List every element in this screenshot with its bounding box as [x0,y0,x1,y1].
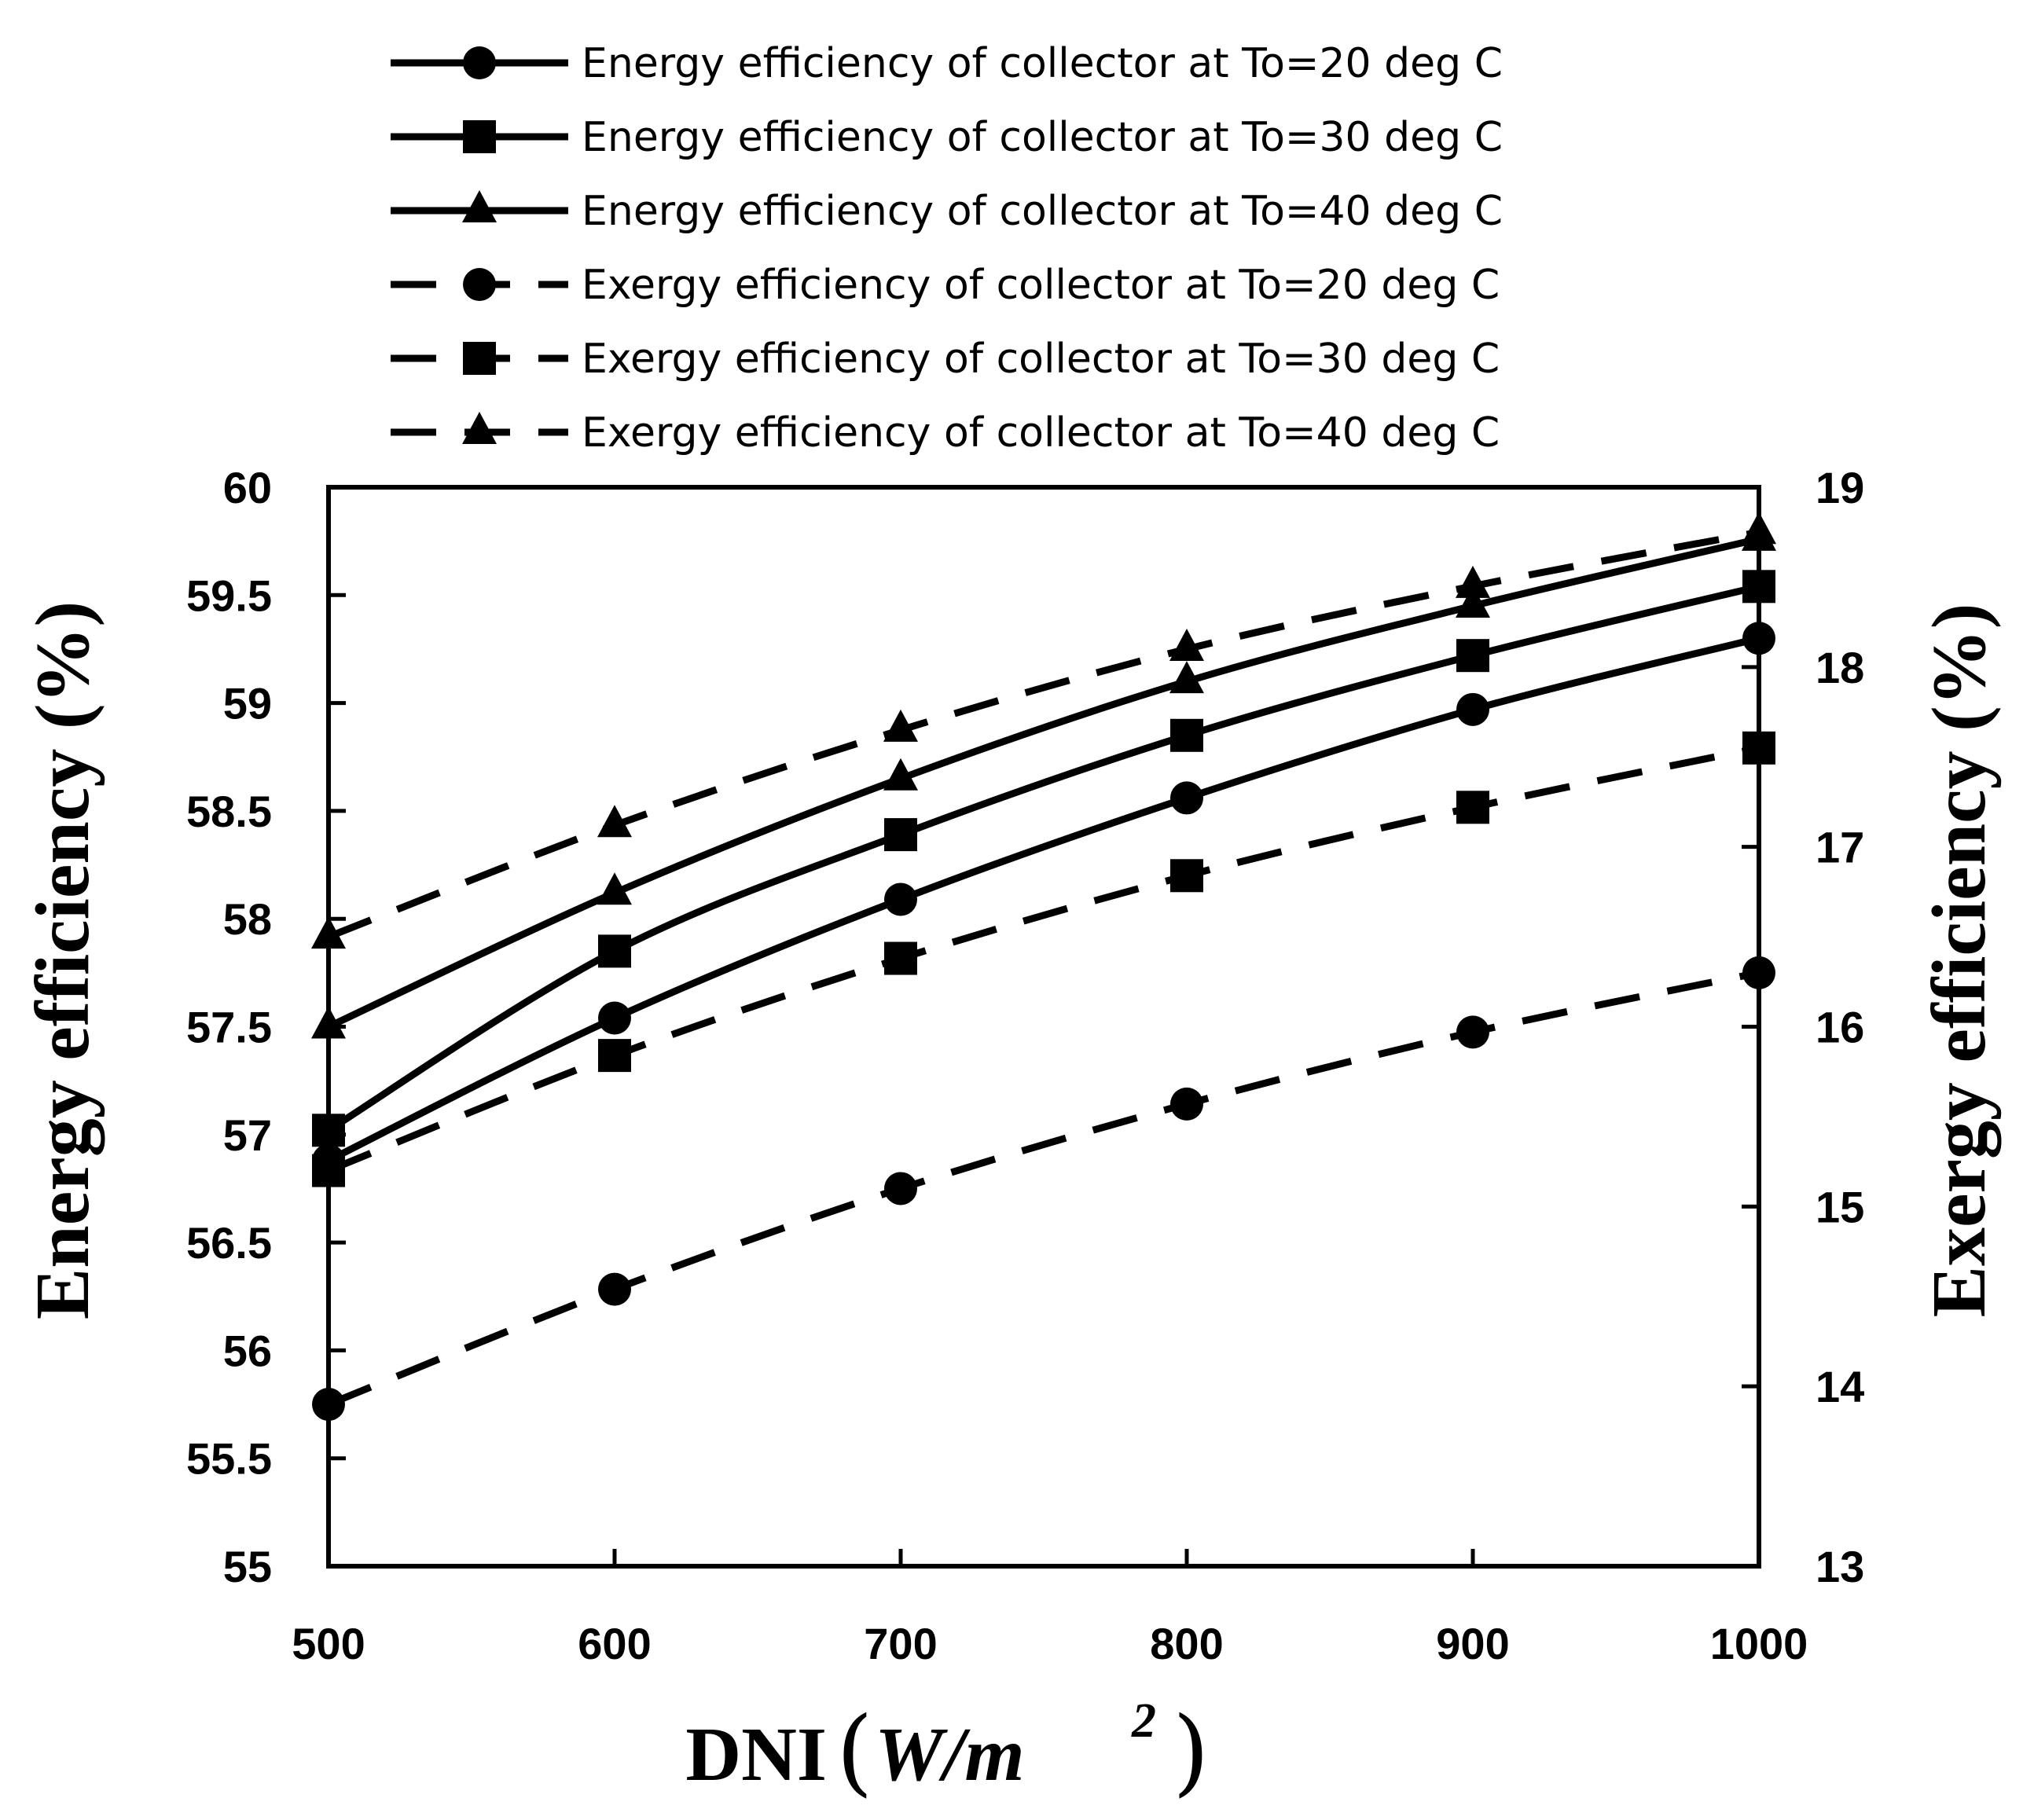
data-point [1170,1087,1203,1121]
legend-label: Energy efficiency of collector at To=30 … [582,114,1503,161]
data-point [598,934,631,968]
y-left-tick-label: 55 [223,1542,272,1591]
data-point [1456,791,1489,824]
data-point [884,941,917,975]
series-line [326,582,1760,1134]
legend-label: Exergy efficiency of collector at To=40 … [582,409,1500,457]
y-left-tick-label: 58 [223,894,272,944]
series-line [327,535,1760,1030]
data-point [598,1039,631,1073]
legend-marker [462,412,497,444]
y-left-tick-label: 60 [223,463,272,512]
series-line [327,528,1760,941]
series-exergy-30 [312,731,1775,1187]
data-point [1456,585,1490,618]
series-energy-20 [312,622,1775,1177]
data-point [884,1172,917,1205]
y-right-tick-label: 15 [1816,1182,1864,1231]
plot-frame [326,485,1761,1569]
series-energy-40 [311,518,1776,1039]
x-axis-title-label: DNI [685,1712,827,1797]
data-point [598,1001,631,1035]
series-line [327,744,1760,1174]
x-tick-label: 600 [578,1619,651,1668]
x-axis-title: DNI ( W/m 2 ) [685,1694,1210,1807]
y-left-tick-label: 59.5 [186,571,272,620]
legend-item-exergy-20: Exergy efficiency of collector at To=20 … [391,262,1500,309]
y-right-tick-label: 19 [1816,463,1864,512]
series-line [327,969,1760,1408]
data-point [1169,628,1204,661]
legend-marker [463,120,496,153]
legend: Energy efficiency of collector at To=20 … [391,40,1503,457]
data-point [883,758,918,791]
x-tick-label: 900 [1436,1619,1509,1668]
y-right-tick-label: 13 [1816,1542,1864,1591]
axes: Energy efficiency (%) Exergy efficiency … [20,463,2002,1807]
data-point [598,1272,631,1306]
legend-marker [463,342,496,375]
data-point [1170,781,1203,815]
data-point [597,805,632,838]
plot-area [311,512,1776,1422]
y-right-tick-label: 18 [1816,643,1864,692]
legend-item-energy-30: Energy efficiency of collector at To=30 … [391,114,1503,161]
series-exergy-20 [312,956,1775,1422]
data-point [597,872,632,905]
y-right-tick-label: 16 [1816,1003,1864,1052]
data-point [1170,859,1203,893]
y-left-tick-label: 56 [223,1326,272,1375]
legend-item-energy-20: Energy efficiency of collector at To=20 … [391,40,1503,87]
x-axis-title-open-paren: ( [836,1697,873,1807]
series-line [326,634,1760,1164]
legend-marker [463,268,496,301]
data-point [1169,661,1204,694]
data-point [1456,639,1489,673]
x-axis-title-close-paren: ) [1173,1697,1210,1807]
y-right-tick-label: 14 [1816,1362,1864,1411]
legend-label: Energy efficiency of collector at To=40 … [582,188,1503,235]
y-left-tick-label: 56.5 [186,1218,272,1268]
x-tick-label: 700 [864,1619,937,1668]
y-left-tick-label: 55.5 [186,1434,272,1484]
y-left-tick-label: 59 [223,679,272,728]
legend-label: Exergy efficiency of collector at To=30 … [582,336,1500,383]
y-right-tick-label: 17 [1816,823,1864,872]
data-point [884,818,917,852]
x-tick-label: 500 [292,1619,365,1668]
legend-label: Exergy efficiency of collector at To=20 … [582,262,1500,309]
x-axis-title-unit-exponent: 2 [1131,1694,1156,1748]
legend-item-energy-40: Energy efficiency of collector at To=40 … [391,188,1503,235]
data-point [884,882,917,916]
x-axis-title-unit: W/m [875,1712,1025,1797]
legend-marker [462,190,497,222]
y-left-tick-label: 57 [223,1110,272,1160]
legend-item-exergy-40: Exergy efficiency of collector at To=40 … [391,409,1500,457]
y-left-tick-label: 58.5 [186,787,272,836]
y-axis-right-title: Exergy efficiency (%) [1917,604,2002,1318]
data-point [1170,718,1203,752]
x-tick-label: 800 [1150,1619,1223,1668]
y-axis-left-title: Energy efficiency (%) [20,601,105,1319]
y-left-tick-label: 57.5 [186,1003,272,1052]
legend-item-exergy-30: Exergy efficiency of collector at To=30 … [391,336,1500,383]
legend-label: Energy efficiency of collector at To=20 … [582,40,1503,87]
data-point [883,709,918,742]
data-point [1456,565,1490,598]
data-point [1456,692,1489,726]
data-point [1456,1015,1489,1049]
legend-marker [463,46,496,79]
x-tick-label: 1000 [1710,1619,1808,1668]
